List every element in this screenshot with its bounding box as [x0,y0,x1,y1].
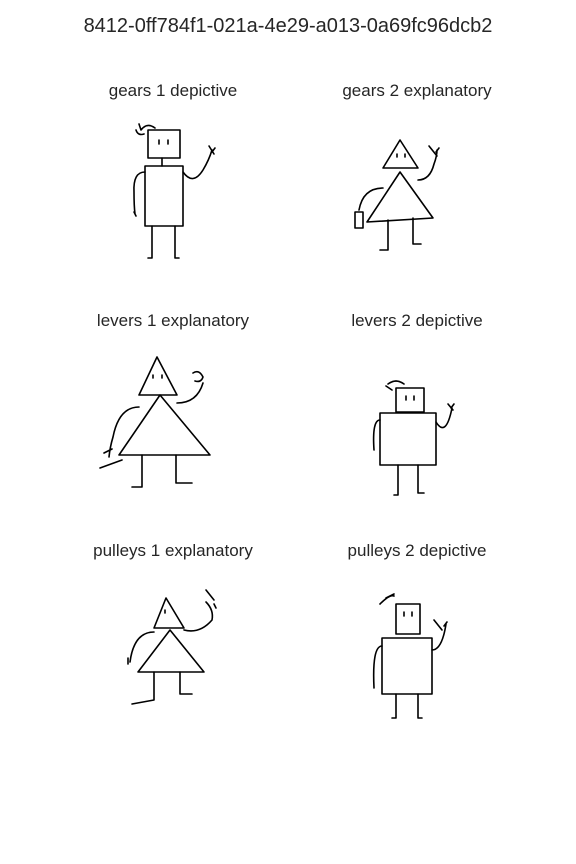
panel-levers-1: levers 1 explanatory [58,310,288,510]
triangle-body-figure-drawing [99,356,211,488]
triangle-body-figure-drawing [127,589,217,705]
panel-label: levers 2 depictive [351,311,483,330]
panel-levers-2: levers 2 depictive [302,310,532,510]
rectangle-body-figure-drawing [372,593,448,719]
rectangle-body-figure-drawing [372,380,455,496]
panel-pulleys-1: pulleys 1 explanatory [58,540,288,740]
page-title: 8412-0ff784f1-021a-4e29-a013-0a69fc96dcb… [83,15,493,37]
panel-pulleys-2: pulleys 2 depictive [302,540,532,740]
panel-label: levers 1 explanatory [96,311,250,330]
panel-gears-2: gears 2 explanatory [302,80,532,280]
panel-gears-1: gears 1 depictive [58,80,288,280]
panel-label: pulleys 2 depictive [347,541,487,560]
panel-label: gears 2 explanatory [342,81,492,100]
rectangle-body-figure-drawing [133,123,216,259]
triangle-body-figure-drawing [354,139,440,251]
panel-label: pulleys 1 explanatory [93,541,253,560]
panel-label: gears 1 depictive [108,81,238,100]
